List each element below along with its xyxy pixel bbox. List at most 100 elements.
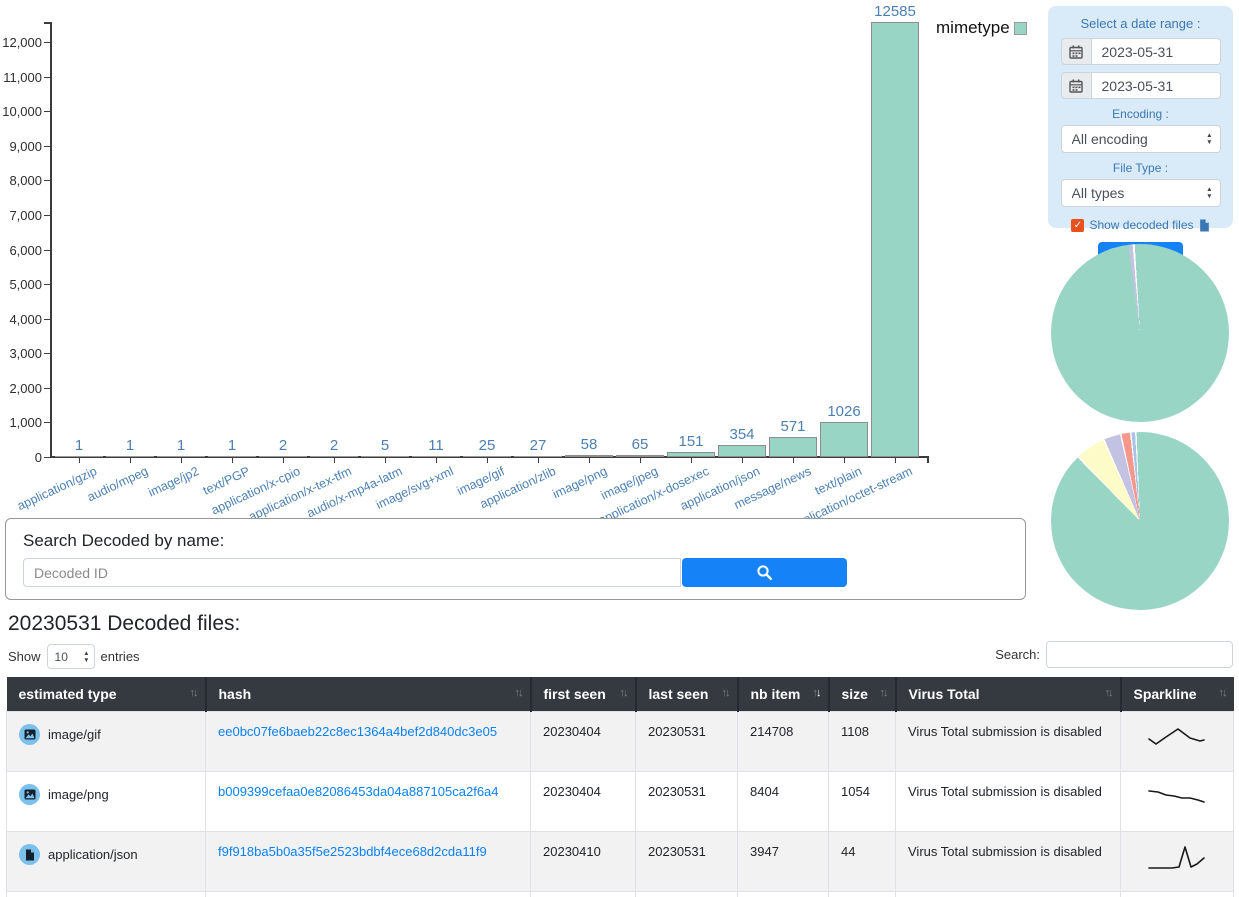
y-axis-tick [44, 180, 51, 182]
hash-link[interactable]: ee0bc07fe6baeb22c8ec1364a4bef2d840dc3e05 [218, 724, 498, 739]
column-header-estimated-type[interactable]: estimated type ↑↓ [6, 677, 207, 712]
bar-application/x-tex-tfm[interactable] [310, 456, 358, 457]
show-decoded-checkbox[interactable]: ✓ [1071, 218, 1085, 232]
bar-message/news[interactable] [769, 437, 817, 457]
column-header-virus-total[interactable]: Virus Total ↑↓ [895, 677, 1122, 712]
decoded-search-panel: Search Decoded by name: [5, 518, 1026, 600]
bar-application/octet-stream[interactable] [871, 22, 919, 457]
bar-image/gif[interactable] [463, 456, 511, 457]
column-header-first-seen[interactable]: first seen ↑↓ [530, 677, 637, 712]
y-axis-tick-label: 8,000 [9, 173, 42, 189]
x-axis-tick [895, 457, 896, 463]
filter-panel: Select a date range : Encoding : All enc… [1048, 6, 1233, 269]
sort-icon: ↑↓ [1104, 687, 1114, 699]
date-from-input[interactable] [1090, 38, 1221, 65]
bar-audio/x-mp4a-latm[interactable] [361, 456, 409, 457]
column-header-hash[interactable]: hash ↑↓ [205, 677, 532, 712]
hash-link[interactable]: b009399cefaa0e82086453da04a887105ca2f6a4 [218, 784, 499, 799]
sort-icon: ↑↓ [1218, 687, 1228, 699]
bar-application/x-dosexec[interactable] [667, 451, 715, 457]
bar-value-label: 1 [125, 437, 135, 454]
estimated-type-cell: image/png [19, 784, 193, 805]
x-axis-end-tick [927, 456, 929, 463]
y-axis-tick [44, 422, 51, 424]
last-seen-value: 20230531 [648, 844, 706, 859]
sort-icon: ↑↓ [514, 687, 524, 699]
table-search-input[interactable] [1046, 641, 1233, 668]
hash-link[interactable]: f9f918ba5b0a35f5e2523bdbf4ece68d2cda11f9 [218, 844, 487, 859]
mimetype-bar-chart: mimetype 0 1,000 2,000 3,000 4,000 5,000 6,000… [0, 0, 1035, 533]
x-axis-tick [538, 457, 539, 463]
table-header-row: estimated type ↑↓ hash ↑↓ first seen ↑↓ last s… [6, 677, 1234, 712]
y-axis-tick [44, 284, 51, 286]
y-axis-tick-label: 7,000 [9, 207, 42, 223]
bar-image/jp2[interactable] [157, 456, 205, 457]
calendar-icon[interactable] [1060, 38, 1091, 65]
bar-application/x-cpio[interactable] [259, 456, 307, 457]
pie-chart-bottom[interactable] [1051, 432, 1229, 610]
bar-image/svg+xml[interactable] [412, 456, 460, 457]
image-icon [19, 784, 40, 805]
column-header-sparkline[interactable]: Sparkline ↑↓ [1120, 677, 1234, 712]
chart-legend: mimetype [936, 18, 1027, 38]
y-axis-tick-label: 0 [34, 450, 42, 465]
sparkline-chart [1148, 728, 1205, 745]
table-row-partial [6, 891, 1234, 897]
y-axis-tick [44, 76, 51, 78]
y-axis-line [50, 22, 52, 457]
bar-audio/mpeg[interactable] [106, 456, 154, 457]
size-value: 1108 [841, 724, 869, 739]
x-axis-tick [385, 457, 386, 463]
estimated-type-label: application/json [48, 847, 138, 862]
bar-application/json[interactable] [718, 444, 766, 457]
page-size-select[interactable]: 10 [46, 644, 95, 669]
x-axis-tick [640, 457, 641, 463]
filetype-label: File Type : [1112, 161, 1169, 175]
y-axis-tick [44, 387, 51, 389]
table-search-control: Search: [995, 641, 1233, 668]
nb-item-value: 3947 [750, 844, 779, 859]
bar-application/zlib[interactable] [514, 456, 562, 457]
bar-value-label: 2 [278, 437, 288, 454]
first-seen-value: 20230410 [543, 844, 601, 859]
date-range-title: Select a date range : [1080, 16, 1201, 31]
bar-image/jpeg[interactable] [616, 454, 664, 457]
file-icon [19, 844, 40, 865]
column-header-nb-item[interactable]: nb item ↑↓ [737, 677, 830, 712]
date-to-input[interactable] [1090, 72, 1221, 99]
nb-item-value: 8404 [750, 784, 779, 799]
filetype-select[interactable]: All types [1060, 179, 1221, 207]
y-axis-tick [44, 145, 51, 147]
bar-application/gzip[interactable] [55, 456, 103, 457]
bar-value-label: 151 [678, 432, 704, 450]
x-axis-category-label: image/png [550, 464, 609, 502]
x-axis-tick [691, 457, 692, 463]
bar-value-label: 58 [580, 435, 598, 453]
show-decoded-label: Show decoded files [1089, 218, 1194, 232]
y-axis-tick [44, 457, 51, 458]
bar-text/plain[interactable] [820, 421, 868, 457]
decoded-files-table: estimated type ↑↓ hash ↑↓ first seen ↑↓ last s… [6, 677, 1234, 897]
column-header-last-seen[interactable]: last seen ↑↓ [635, 677, 739, 712]
sort-icon: ↑↓ [189, 687, 199, 699]
decoded-search-button[interactable] [682, 558, 847, 587]
x-axis-category-label: application/gzip [14, 464, 99, 514]
decoded-id-input[interactable] [23, 558, 681, 587]
encoding-select[interactable]: All encoding [1060, 125, 1221, 153]
decoded-search-label: Search Decoded by name: [23, 531, 225, 550]
bar-value-label: 11 [428, 437, 444, 454]
x-axis-tick [793, 457, 794, 463]
pie-chart-top[interactable] [1051, 244, 1229, 422]
y-axis-tick [44, 42, 51, 44]
sparkline-chart [1148, 790, 1205, 803]
y-axis-tick-label: 3,000 [9, 346, 42, 362]
page-title: 20230531 Decoded files: [8, 612, 241, 635]
estimated-type-cell: application/json [19, 844, 193, 865]
y-axis-tick-label: 11,000 [3, 69, 42, 85]
column-header-size[interactable]: size ↑↓ [828, 677, 897, 712]
calendar-icon[interactable] [1060, 72, 1091, 99]
sort-icon: ↑↓ [812, 687, 822, 699]
bar-value-label: 25 [478, 437, 496, 454]
bar-image/png[interactable] [565, 454, 613, 457]
bar-text/PGP[interactable] [208, 456, 256, 457]
